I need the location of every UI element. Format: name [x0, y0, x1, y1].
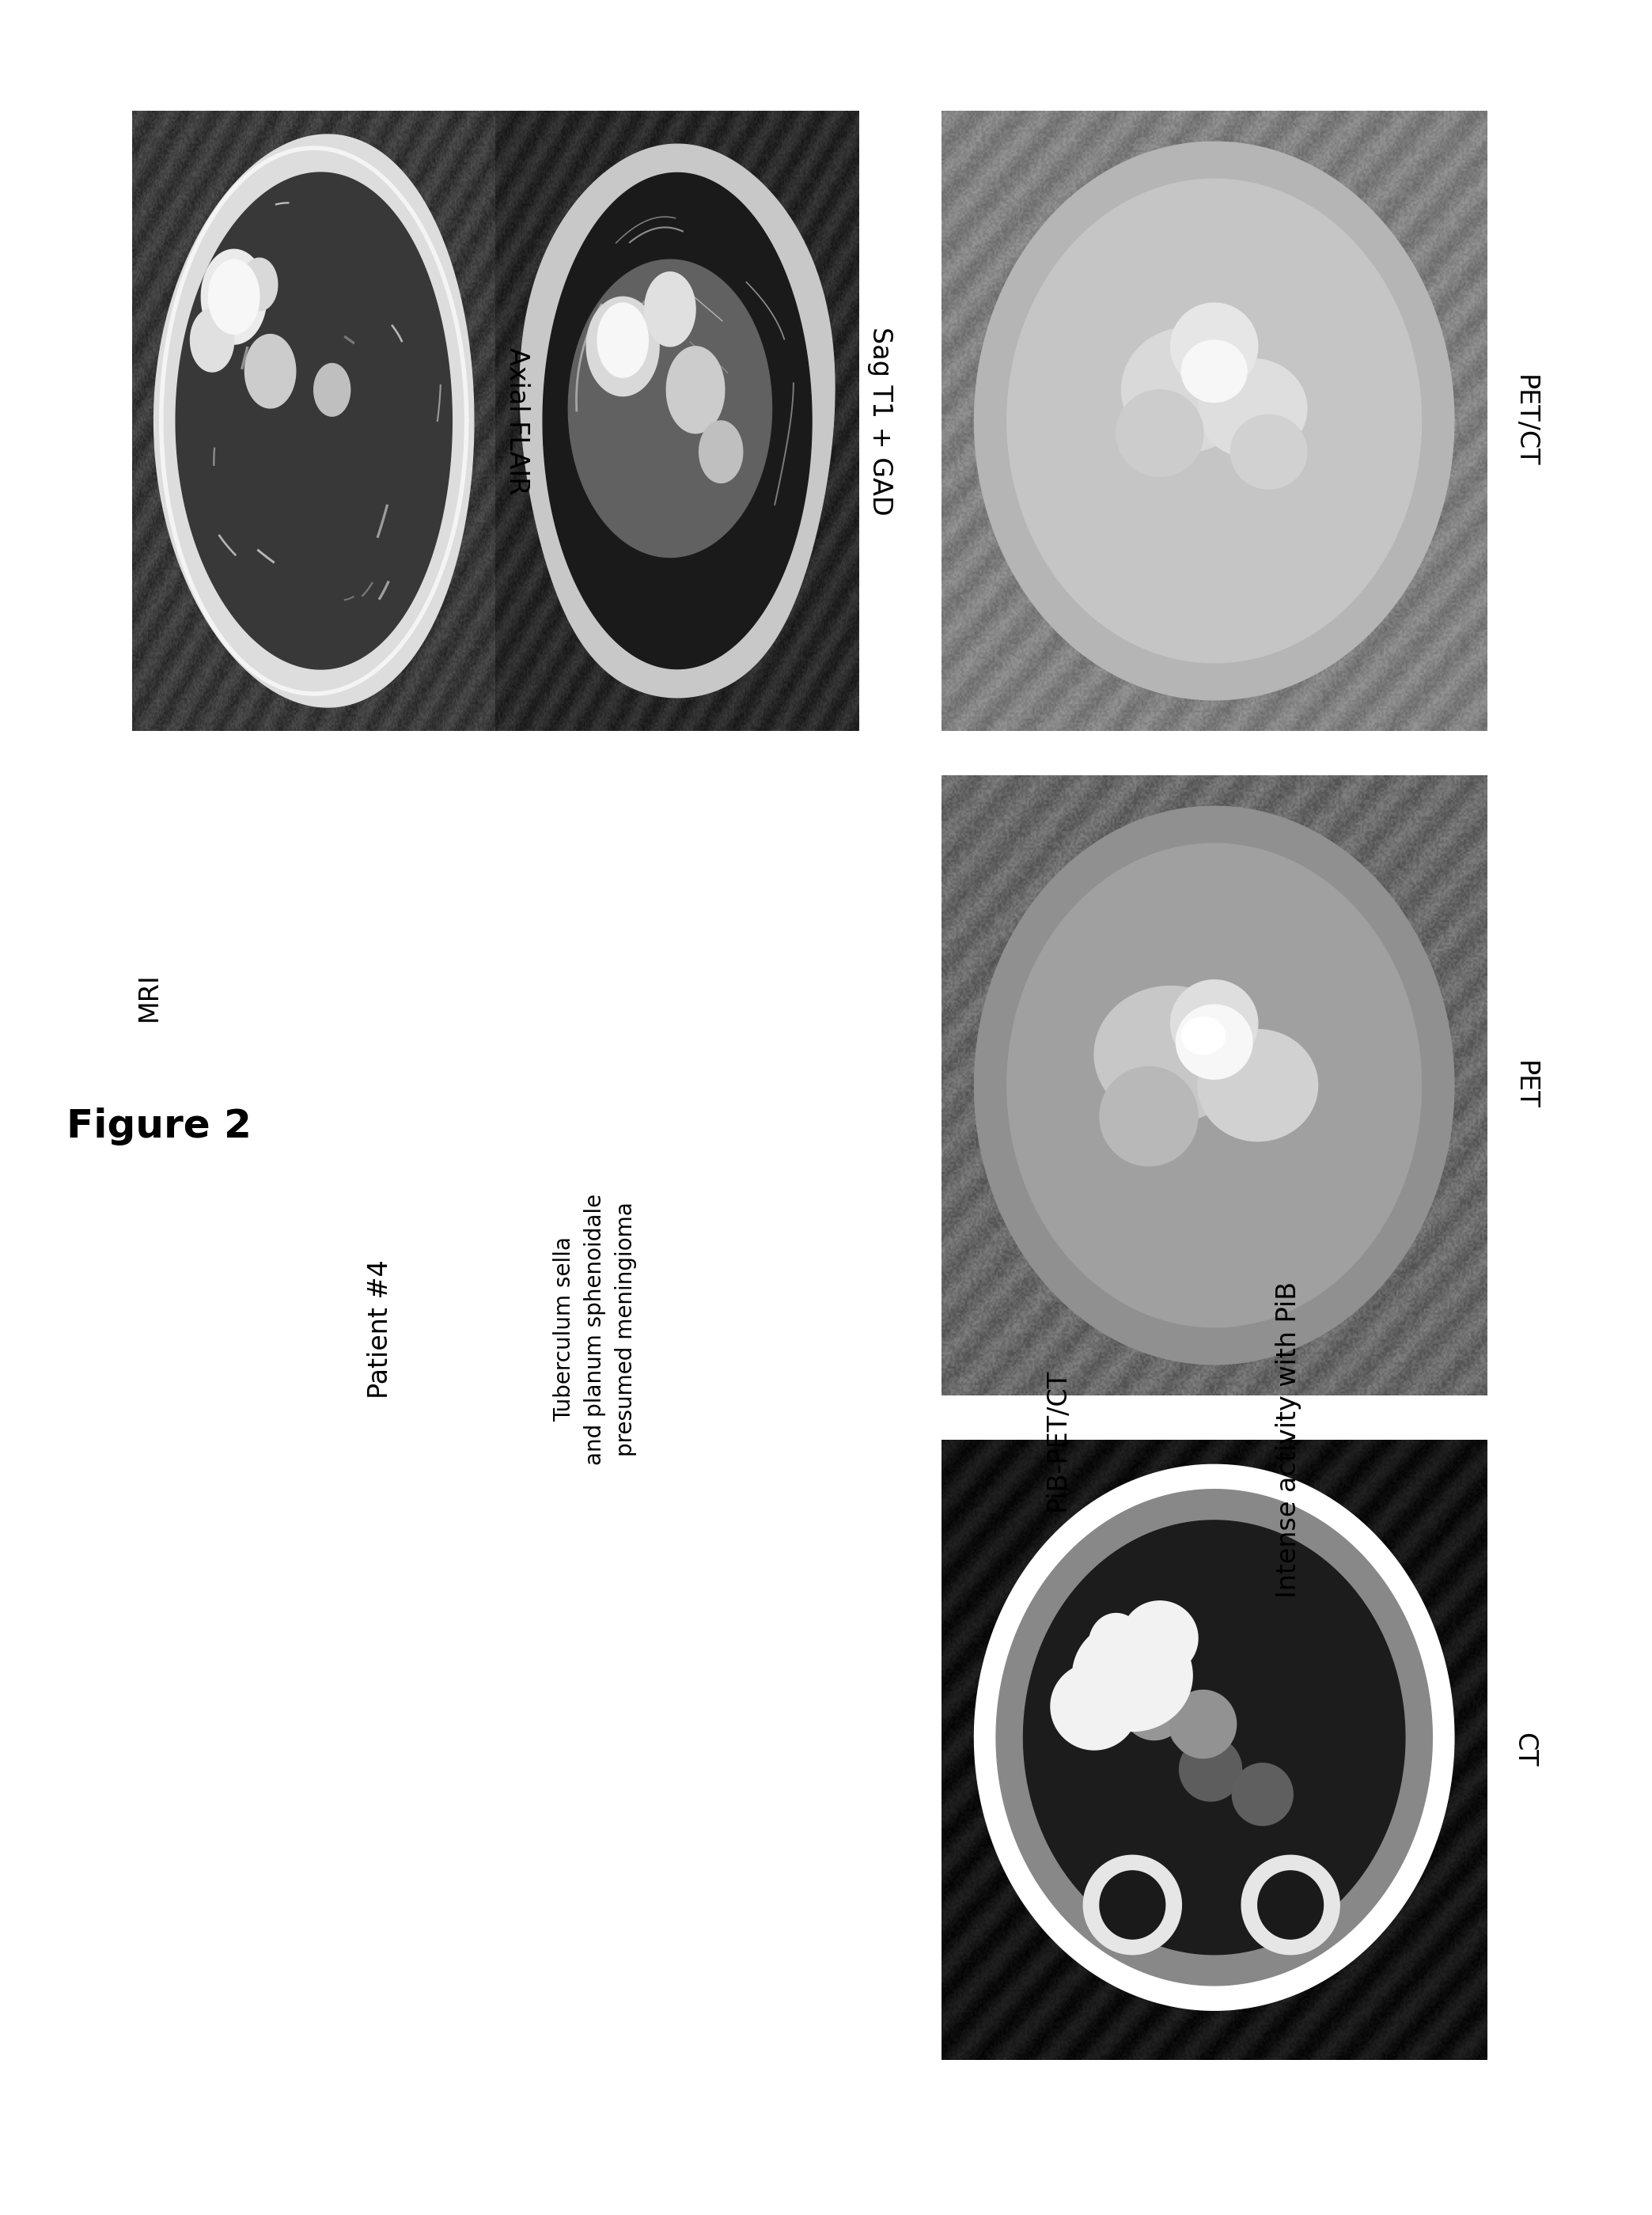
Polygon shape — [241, 259, 278, 310]
Polygon shape — [996, 1488, 1432, 1985]
Polygon shape — [1089, 1613, 1143, 1675]
Polygon shape — [544, 173, 811, 669]
Text: CT: CT — [1512, 1732, 1538, 1768]
Polygon shape — [520, 144, 834, 698]
Polygon shape — [1180, 1737, 1242, 1801]
Text: Intense activity with PiB: Intense activity with PiB — [1275, 1282, 1302, 1597]
Polygon shape — [1242, 1856, 1340, 1954]
Text: Sag T1 + GAD: Sag T1 + GAD — [867, 326, 894, 516]
Polygon shape — [1100, 1872, 1165, 1938]
Polygon shape — [314, 363, 350, 416]
Polygon shape — [1170, 1690, 1236, 1759]
Polygon shape — [666, 346, 725, 434]
Polygon shape — [699, 421, 743, 483]
Polygon shape — [1122, 328, 1252, 452]
Polygon shape — [975, 142, 1454, 700]
Polygon shape — [1024, 1519, 1404, 1954]
Polygon shape — [1094, 986, 1247, 1123]
Text: PiB-PET/CT: PiB-PET/CT — [1044, 1369, 1070, 1511]
Polygon shape — [1122, 1675, 1186, 1741]
Polygon shape — [1181, 1017, 1226, 1054]
Polygon shape — [568, 259, 771, 558]
Polygon shape — [1171, 303, 1257, 390]
Text: Patient #4: Patient #4 — [367, 1260, 393, 1398]
Polygon shape — [1257, 1872, 1323, 1938]
Polygon shape — [1072, 1619, 1193, 1732]
Text: PET/CT: PET/CT — [1512, 374, 1538, 467]
Polygon shape — [190, 308, 235, 372]
Text: Figure 2: Figure 2 — [66, 1108, 251, 1145]
Polygon shape — [1232, 1763, 1294, 1825]
Text: Tuberculum sella
and planum sphenoidale
presumed meningioma: Tuberculum sella and planum sphenoidale … — [553, 1194, 636, 1464]
Text: PET: PET — [1512, 1061, 1538, 1110]
Polygon shape — [586, 297, 659, 396]
Polygon shape — [1181, 341, 1247, 403]
Text: Axial FLAIR: Axial FLAIR — [504, 348, 530, 494]
Polygon shape — [154, 135, 474, 707]
Polygon shape — [1008, 844, 1421, 1327]
Polygon shape — [1122, 1601, 1198, 1675]
Polygon shape — [975, 806, 1454, 1364]
Polygon shape — [1198, 1030, 1318, 1141]
Polygon shape — [644, 272, 695, 346]
Polygon shape — [975, 1464, 1454, 2011]
Polygon shape — [1176, 1006, 1252, 1079]
Polygon shape — [1084, 1856, 1181, 1954]
Polygon shape — [1231, 414, 1307, 490]
Polygon shape — [598, 303, 648, 377]
Polygon shape — [1117, 390, 1203, 476]
Polygon shape — [244, 334, 296, 408]
Polygon shape — [1170, 1712, 1206, 1748]
Polygon shape — [208, 259, 259, 334]
Polygon shape — [1100, 1068, 1198, 1165]
Polygon shape — [202, 250, 266, 343]
Polygon shape — [175, 173, 453, 669]
Polygon shape — [1051, 1663, 1138, 1750]
Polygon shape — [1171, 979, 1257, 1068]
Polygon shape — [1198, 359, 1307, 459]
Polygon shape — [1008, 179, 1421, 662]
Text: MRI: MRI — [135, 972, 162, 1021]
